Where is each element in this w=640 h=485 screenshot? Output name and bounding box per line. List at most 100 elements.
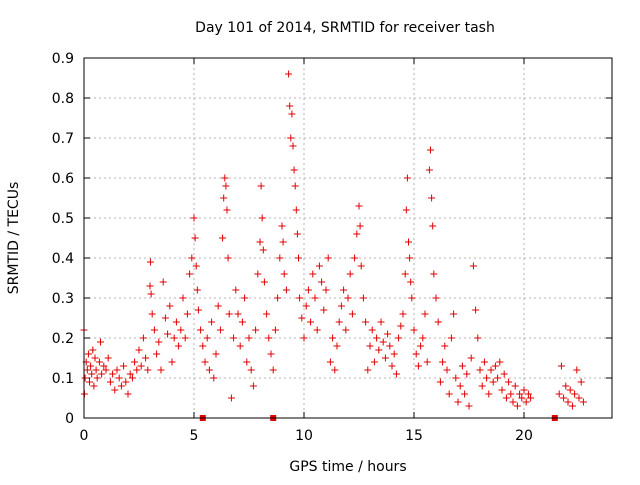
data-point — [291, 182, 299, 190]
data-point — [326, 358, 334, 366]
data-point — [293, 230, 301, 238]
data-point — [257, 182, 265, 190]
x-tick-label: 20 — [515, 428, 533, 444]
data-point — [436, 378, 444, 386]
data-point — [282, 286, 290, 294]
data-point — [194, 306, 202, 314]
data-point — [285, 70, 293, 78]
data-point — [177, 326, 185, 334]
data-point — [353, 230, 361, 238]
data-point — [260, 278, 268, 286]
data-point — [428, 194, 436, 202]
data-point — [271, 326, 279, 334]
data-point — [133, 366, 141, 374]
data-point — [474, 334, 482, 342]
data-point — [290, 166, 298, 174]
data-point — [478, 382, 486, 390]
data-point — [331, 366, 339, 374]
data-point — [295, 254, 302, 262]
data-point — [137, 362, 145, 370]
data-point — [113, 366, 121, 374]
data-point — [84, 350, 92, 358]
data-point — [463, 370, 471, 378]
data-point — [441, 342, 449, 350]
data-point — [243, 358, 251, 366]
data-point — [168, 358, 176, 366]
data-point — [362, 318, 370, 326]
data-point — [93, 374, 101, 382]
data-point — [335, 318, 343, 326]
data-point — [102, 366, 110, 374]
data-point — [414, 362, 422, 370]
data-point — [238, 318, 246, 326]
data-point — [522, 398, 530, 406]
data-point — [359, 294, 367, 302]
y-tick-label: 0.6 — [52, 171, 74, 187]
data-point — [232, 286, 240, 294]
data-point — [307, 318, 315, 326]
data-point — [381, 354, 389, 362]
data-point — [135, 346, 143, 354]
data-point — [81, 374, 89, 382]
data-point — [469, 262, 477, 270]
data-point — [179, 294, 187, 302]
data-point — [375, 346, 383, 354]
data-point — [483, 374, 491, 382]
data-point — [465, 402, 473, 410]
data-point — [203, 334, 211, 342]
data-point — [397, 322, 405, 330]
data-point — [337, 302, 345, 310]
data-point — [265, 334, 273, 342]
data-point — [286, 102, 294, 110]
data-point — [166, 302, 174, 310]
y-tick-label: 0.1 — [52, 371, 74, 387]
data-point — [288, 110, 296, 118]
data-point — [401, 270, 409, 278]
data-point — [476, 366, 484, 374]
grid-layer — [84, 58, 612, 418]
data-point — [278, 222, 286, 230]
data-point — [252, 326, 260, 334]
data-point — [300, 334, 308, 342]
data-point — [126, 370, 134, 378]
data-point — [241, 294, 249, 302]
data-point — [224, 254, 232, 262]
data-point — [296, 294, 304, 302]
data-point — [311, 294, 319, 302]
data-point — [447, 334, 455, 342]
data-point — [302, 302, 310, 310]
data-point — [322, 286, 330, 294]
data-point — [106, 378, 114, 386]
data-point — [390, 350, 398, 358]
data-point — [568, 402, 576, 410]
data-point — [122, 378, 130, 386]
data-point — [230, 334, 238, 342]
data-point — [419, 334, 427, 342]
data-point — [489, 378, 497, 386]
y-axis-label: SRMTID / TECUs — [6, 182, 22, 295]
data-point — [208, 318, 216, 326]
data-point — [480, 358, 488, 366]
data-point — [520, 386, 528, 394]
data-point — [161, 314, 169, 322]
data-point — [269, 366, 277, 374]
data-point — [491, 362, 499, 370]
data-point — [104, 354, 112, 362]
y-tick-label: 0.8 — [52, 91, 74, 107]
data-point — [405, 238, 412, 246]
data-point — [192, 262, 200, 270]
data-point — [518, 394, 526, 402]
data-point — [146, 282, 154, 290]
data-point — [573, 366, 581, 374]
data-point — [87, 362, 95, 370]
data-point — [432, 294, 440, 302]
data-point — [575, 394, 583, 402]
chart-title: Day 101 of 2014, SRMTID for receiver tas… — [195, 20, 495, 36]
data-point — [377, 318, 385, 326]
data-point — [274, 294, 282, 302]
y-tick-label: 0.3 — [52, 291, 74, 307]
data-point — [555, 390, 563, 398]
data-point — [513, 402, 521, 410]
data-point — [403, 174, 411, 182]
